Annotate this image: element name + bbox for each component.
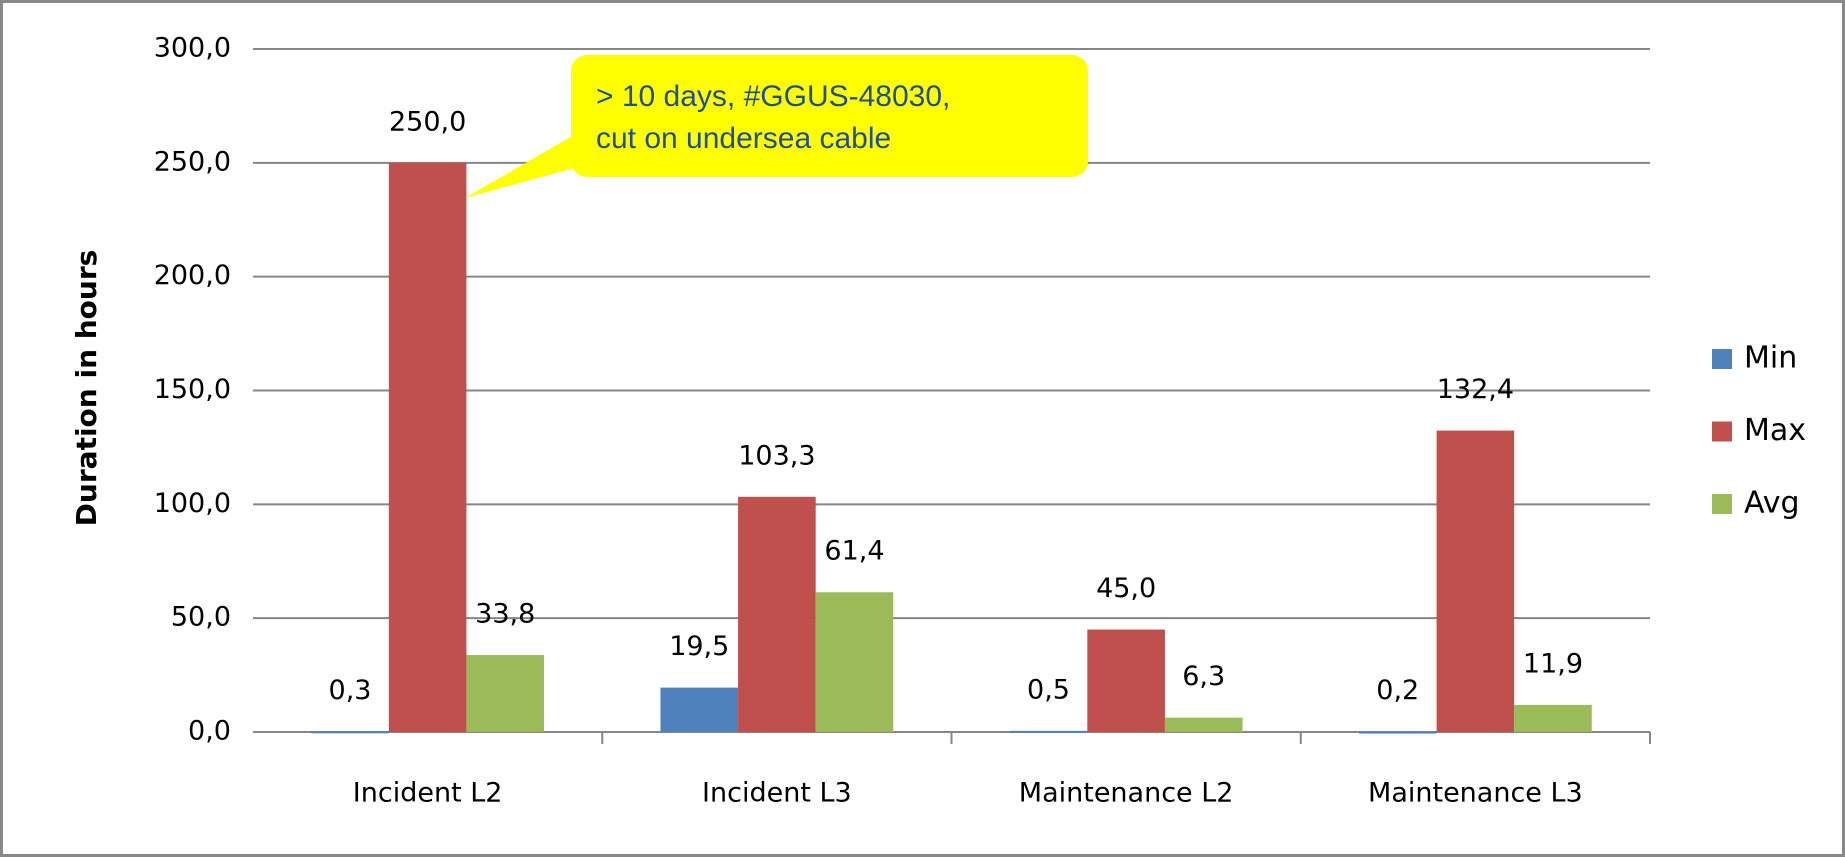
data-label: 19,5 (669, 631, 729, 662)
legend-swatch (1712, 494, 1732, 514)
y-tick-label: 200,0 (154, 260, 231, 291)
legend-swatch (1712, 349, 1732, 369)
y-tick-label: 300,0 (154, 33, 231, 64)
x-tick-label: Maintenance L3 (1368, 778, 1583, 809)
data-label: 45,0 (1096, 573, 1156, 604)
x-tick-label: Maintenance L2 (1019, 778, 1234, 809)
bar (311, 731, 389, 734)
data-label: 0,2 (1376, 675, 1419, 706)
x-tick-label: Incident L3 (702, 778, 852, 809)
annotation: > 10 days, #GGUS-48030, (596, 80, 950, 113)
bar (1436, 430, 1515, 732)
bar (1164, 717, 1243, 732)
x-tick-label: Incident L2 (353, 778, 503, 809)
annotation: cut on undersea cable (596, 122, 891, 155)
y-tick-label: 250,0 (154, 146, 231, 177)
y-tick-label: 0,0 (188, 716, 231, 747)
data-label: 132,4 (1437, 374, 1514, 405)
bar (466, 655, 545, 732)
legend-label: Max (1744, 413, 1806, 448)
bar (1009, 730, 1088, 733)
bar (1087, 629, 1165, 732)
callout (571, 55, 1088, 177)
bar (660, 687, 739, 732)
data-label: 0,3 (329, 675, 372, 706)
legend-swatch (1712, 421, 1732, 442)
bar (738, 496, 816, 732)
data-label: 0,5 (1027, 674, 1070, 705)
legend-label: Min (1744, 341, 1797, 376)
y-axis-label: Duration in hours (70, 250, 103, 527)
data-label: 33,8 (475, 599, 535, 630)
legend-label: Avg (1744, 486, 1800, 521)
y-tick-label: 150,0 (154, 374, 231, 405)
bar (1358, 731, 1437, 734)
bar (815, 592, 894, 732)
y-tick-label: 100,0 (154, 488, 231, 519)
y-tick-label: 50,0 (171, 602, 231, 633)
data-label: 250,0 (389, 106, 466, 137)
data-label: 11,9 (1523, 648, 1583, 679)
bar (388, 162, 467, 733)
bar (1514, 704, 1592, 732)
data-label: 61,4 (824, 536, 884, 567)
data-label: 103,3 (738, 440, 815, 471)
data-label: 6,3 (1182, 661, 1225, 692)
